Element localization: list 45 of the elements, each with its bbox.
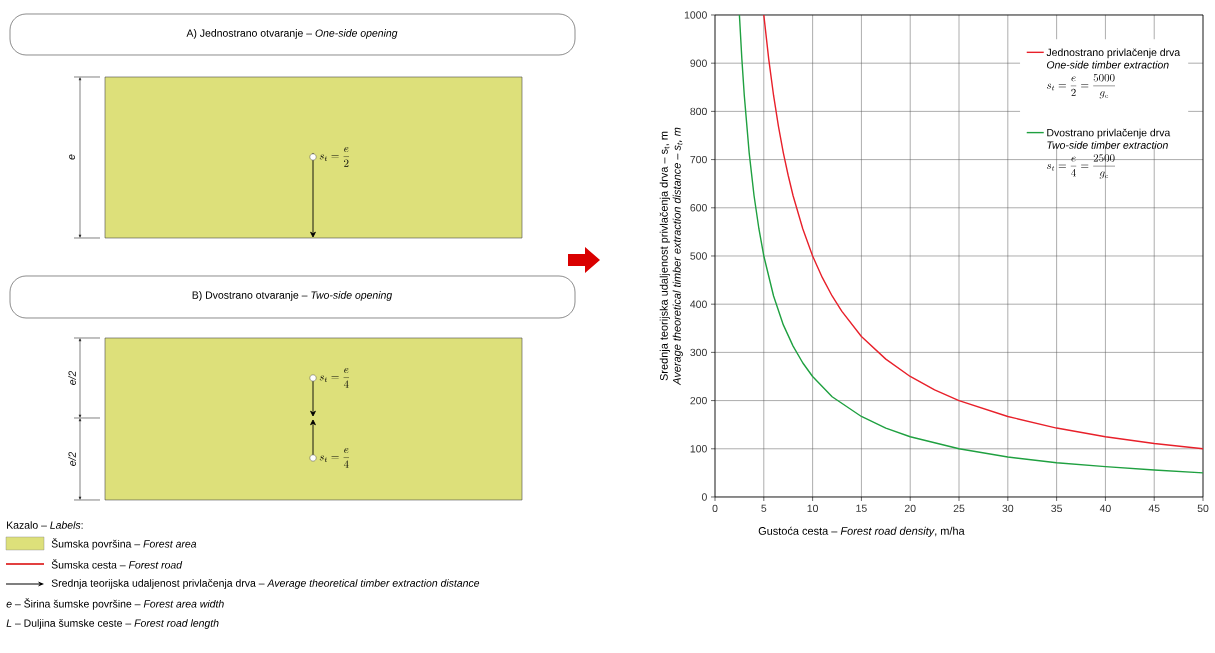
annotation: Two-side timber extraction — [1047, 141, 1168, 149]
text: A) Jednostrano otvaranje – One-side opening — [186, 29, 398, 39]
y-tick-label: 800 — [690, 107, 707, 116]
y-tick-label: 700 — [690, 155, 707, 164]
y-tick-label: 900 — [690, 59, 707, 67]
y-tick-label: 200 — [690, 396, 707, 405]
x-tick-label: 25 — [953, 504, 965, 513]
text: e — [69, 154, 75, 160]
x-tick-label: 35 — [1051, 504, 1062, 513]
text: $s_{t} = \frac{e}{4}$ — [319, 448, 350, 468]
x-tick-label: 5 — [761, 504, 767, 512]
text: $s_{t} = \frac{e}{4}$ — [319, 368, 350, 388]
text: Šumska površina – Forest area — [51, 538, 197, 550]
y-tick-label: 100 — [690, 445, 707, 453]
y-tick-label: 1000 — [684, 11, 707, 19]
legend-label: Jednostrano privlačenje drva — [1046, 48, 1181, 59]
x-tick-label: 50 — [1197, 504, 1209, 513]
text: e/2 — [68, 451, 76, 466]
x-axis-title: Gustoća cesta – Forest road density, m/ha — [758, 526, 965, 538]
x-tick-label: 15 — [856, 504, 867, 512]
x-tick-label: 0 — [712, 504, 718, 513]
y-axis-title: Srednja teorijska udaljenost privlačenja drva – s$_{t}$, m — [659, 131, 670, 381]
annotation: $s_{t} = \frac{e}{4} = \frac{2500}{g_{c}}$ — [1047, 154, 1116, 179]
y-tick-label: 600 — [690, 204, 707, 212]
text: e – Širina šumske površine – Forest area width — [6, 598, 224, 610]
text: Kazalo – Labels: — [7, 521, 83, 529]
y-tick-label: 400 — [690, 300, 707, 308]
x-tick-label: 45 — [1148, 504, 1160, 512]
annotation: $s_{t} = \frac{e}{2} = \frac{5000}{g_{c}}$ — [1047, 73, 1116, 99]
text: Šumska cesta – Forest road — [51, 559, 183, 569]
y-tick-label: 0 — [701, 493, 707, 501]
x-tick-label: 10 — [807, 504, 819, 513]
x-tick-label: 40 — [1099, 504, 1111, 513]
text: Average theoretical timber extraction distance – s$_{t}$, m — [672, 127, 683, 386]
y-tick-label: 500 — [690, 252, 707, 260]
x-tick-label: 30 — [1002, 504, 1014, 513]
legend-label: Dvostrano privlačenje drva — [1047, 128, 1171, 139]
text: Srednja teorijska udaljenost privlačenja drva – Average theoretical timber extraction distance — [51, 579, 480, 589]
text: B) Dvostrano otvaranje – Two-side opening — [192, 291, 393, 301]
x-tick-label: 20 — [904, 504, 916, 513]
text: L – Duljina šumske ceste – Forest road length — [6, 619, 219, 629]
text: $s_{t} = \frac{e}{2}$ — [319, 147, 350, 167]
annotation: One-side timber extraction — [1047, 60, 1169, 69]
text: e/2 — [68, 370, 76, 385]
y-tick-label: 300 — [690, 348, 707, 357]
